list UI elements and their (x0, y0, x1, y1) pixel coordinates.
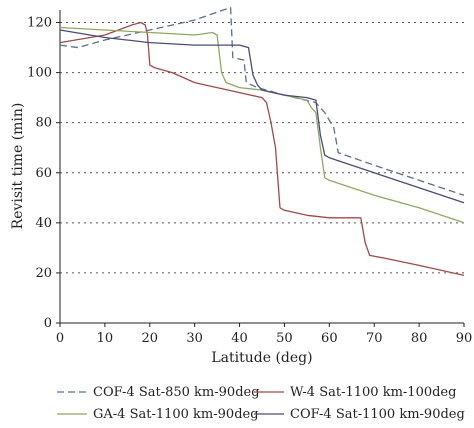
x-tick-label: 90 (456, 331, 473, 346)
x-tick-label: 60 (321, 331, 338, 346)
x-tick-label: 0 (56, 331, 64, 346)
series-line-4 (59, 29, 465, 204)
y-tick-label: 0 (44, 316, 52, 331)
x-tick-label: 70 (366, 331, 383, 346)
x-tick-label: 20 (142, 331, 159, 346)
x-ticks: 0 10 20 30 40 50 60 70 80 90 (56, 323, 472, 346)
series-line-3 (59, 26, 465, 224)
axes (59, 10, 464, 324)
y-tick-label: 20 (35, 266, 52, 281)
series-layer (59, 6, 465, 277)
x-axis-title: Latitude (deg) (211, 350, 312, 366)
legend-label-4: COF-4 Sat-1100 km-90deg (290, 407, 465, 422)
x-tick-label: 10 (97, 331, 114, 346)
y-axis-title: Revisit time (min) (10, 103, 26, 230)
legend: COF-4 Sat-850 km-90deg W-4 Sat-1100 km-10… (57, 385, 465, 422)
y-tick-label: 120 (27, 16, 52, 31)
legend-label-1: COF-4 Sat-850 km-90deg (93, 385, 260, 400)
y-tick-label: 40 (35, 216, 52, 231)
x-tick-label: 50 (276, 331, 293, 346)
y-ticks: 0 20 40 60 80 100 120 (27, 16, 60, 331)
x-tick-label: 80 (411, 331, 428, 346)
x-tick-label: 40 (231, 331, 248, 346)
y-tick-label: 100 (27, 66, 52, 81)
grid-lines (60, 22, 464, 274)
series-line-2 (59, 21, 465, 277)
y-tick-label: 60 (35, 166, 52, 181)
x-tick-label: 30 (186, 331, 203, 346)
series-line-1 (59, 6, 465, 196)
legend-label-3: GA-4 Sat-1100 km-90deg (93, 407, 259, 422)
y-tick-label: 80 (35, 116, 52, 131)
legend-label-2: W-4 Sat-1100 km-100deg (290, 385, 456, 400)
